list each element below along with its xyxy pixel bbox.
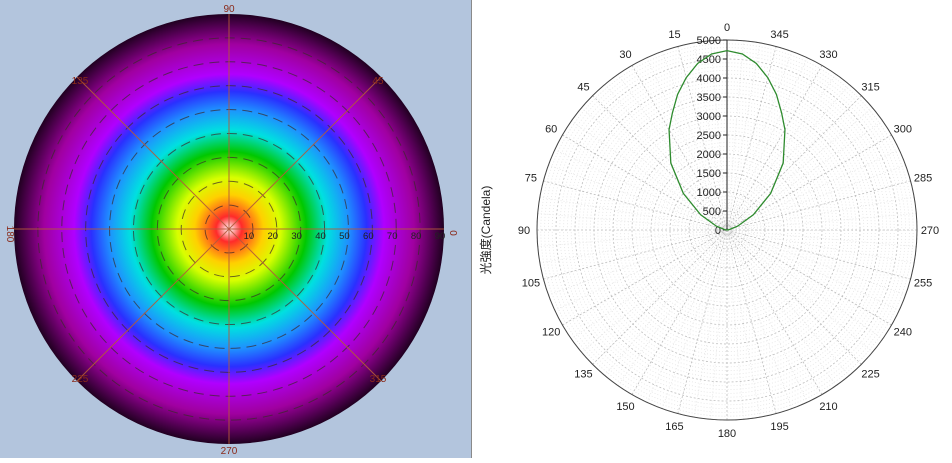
polar-ring — [703, 206, 751, 254]
polar-angle-label: 105 — [522, 278, 540, 290]
heatmap-radius-label: 20 — [267, 231, 278, 242]
polar-r-tick-label: 4500 — [697, 54, 721, 66]
heatmap-spoke — [76, 228, 230, 382]
heatmap-spoke — [76, 76, 230, 230]
polar-ring — [699, 202, 754, 257]
heatmap-radius-label: 90 — [435, 231, 446, 242]
heatmap-angle-label: 135 — [72, 76, 89, 87]
polar-angle-label: 195 — [770, 421, 788, 433]
polar-ring — [715, 218, 739, 242]
heatmap-angle-label: 315 — [370, 374, 387, 385]
heatmap-angle-label: 180 — [4, 226, 15, 243]
heatmap-radius-label: 10 — [244, 231, 255, 242]
polar-angle-label: 240 — [894, 327, 912, 339]
polar-ring — [627, 130, 827, 330]
polar-ring — [711, 214, 743, 246]
polar-spoke — [726, 229, 862, 365]
polar-ring — [631, 134, 823, 326]
heatmap-spoke — [228, 76, 382, 230]
polar-angle-label: 180 — [718, 428, 736, 440]
polar-r-tick-label: 1500 — [697, 168, 721, 180]
heatmap-angle-label: 225 — [72, 374, 89, 385]
polar-intensity-plot: 0 15 30 45 60 75 90 105 120 135 150 165 180 195 210 225… — [478, 22, 939, 440]
polar-r-tick-label: 3500 — [697, 92, 721, 104]
polar-angle-label: 165 — [665, 421, 683, 433]
polar-angle-label: 135 — [574, 369, 592, 381]
polar-angle-label: 60 — [545, 124, 557, 136]
polar-r-tick-label: 1000 — [697, 187, 721, 199]
heatmap-radius-label: 70 — [387, 231, 398, 242]
heatmap-radius-label: 40 — [315, 231, 326, 242]
polar-angle-label: 0 — [724, 22, 730, 34]
polar-ring — [616, 119, 838, 341]
heatmap-angle-label: 90 — [223, 4, 235, 15]
polar-ring — [718, 221, 735, 238]
polar-angle-label: 210 — [819, 401, 837, 413]
heatmap-angle-label: 270 — [221, 446, 238, 457]
polar-angle-label: 225 — [861, 369, 879, 381]
heatmap-radius-label: 30 — [291, 231, 302, 242]
polar-spoke — [592, 229, 728, 365]
polar-angle-label: 285 — [914, 172, 932, 184]
polar-angle-label: 30 — [619, 49, 631, 61]
polar-r-tick-label: 4000 — [697, 73, 721, 85]
polar-angle-label: 45 — [577, 81, 589, 93]
polar-angle-label: 150 — [616, 401, 634, 413]
polar-ring — [620, 123, 834, 337]
polar-angle-label: 300 — [894, 124, 912, 136]
polar-r-tick-label: 5000 — [697, 35, 721, 47]
heatmap-radius-label: 50 — [339, 231, 350, 242]
polar-ring — [551, 54, 903, 406]
polar-ring — [563, 66, 891, 394]
polar-ring — [570, 73, 884, 387]
polar-series-line — [668, 49, 786, 231]
polar-plot-panel: 0 15 30 45 60 75 90 105 120 135 150 165 180 195 210 225… — [472, 0, 952, 458]
polar-spoke — [726, 180, 911, 231]
heatmap-radius-label: 80 — [411, 231, 422, 242]
polar-r-tick-label: 3000 — [697, 111, 721, 123]
polar-angle-label: 120 — [542, 327, 560, 339]
polar-ring — [540, 43, 914, 417]
heatmap-radius-label: 60 — [363, 231, 374, 242]
polar-r-tick-label: 500 — [703, 206, 721, 218]
heatmap-spoke — [228, 228, 382, 382]
polar-angle-label: 345 — [770, 29, 788, 41]
polar-r-tick-label: 2500 — [697, 130, 721, 142]
polar-angle-label: 255 — [914, 278, 932, 290]
polar-angle-label: 330 — [819, 49, 837, 61]
polar-ring — [559, 62, 895, 398]
polar-ring — [566, 69, 888, 391]
polar-spoke — [726, 229, 823, 395]
polar-angle-label: 90 — [518, 225, 530, 237]
polar-angle-label: 15 — [668, 29, 680, 41]
intensity-heatmap: 0 45 90 135 180 225 270 315 10 20 30 40 50 60 70 80 90 — [4, 4, 458, 457]
polar-r-tick-label: 2000 — [697, 149, 721, 161]
heatmap-angle-label: 0 — [447, 230, 458, 236]
polar-angle-label: 75 — [525, 172, 537, 184]
polar-ring — [623, 127, 830, 333]
heatmap-angle-label: 45 — [372, 76, 384, 87]
polar-ring — [547, 50, 907, 410]
polar-angle-label: 270 — [921, 225, 939, 237]
intensity-map-panel: 0 45 90 135 180 225 270 315 10 20 30 40 50 60 70 80 90 — [0, 0, 472, 458]
polar-angle-label: 315 — [861, 81, 879, 93]
polar-ylabel: 光強度(Candela) — [478, 186, 493, 275]
polar-ring — [692, 195, 762, 265]
polar-r-tick-label: 0 — [715, 225, 721, 237]
